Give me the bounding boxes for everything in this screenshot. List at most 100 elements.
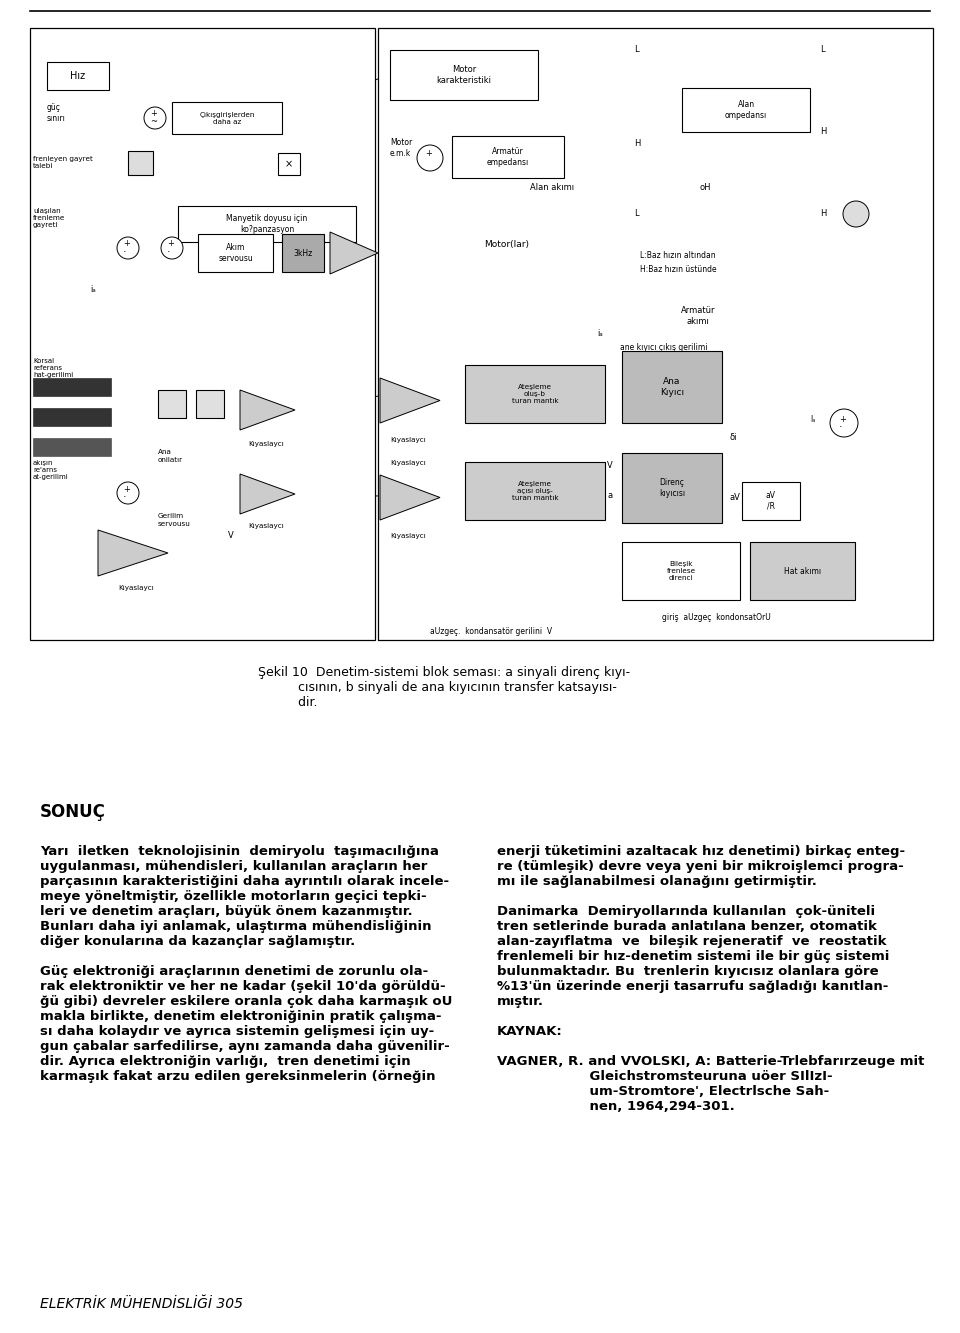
Text: Ana
Kıyıcı: Ana Kıyıcı <box>660 377 684 397</box>
Text: gun çabalar sarfedilirse, aynı zamanda daha güvenilir-: gun çabalar sarfedilirse, aynı zamanda d… <box>40 1040 449 1053</box>
Bar <box>282 235 324 272</box>
Text: Alan akımı: Alan akımı <box>530 184 574 192</box>
Text: ulaşılan
frenleme
gayreti: ulaşılan frenleme gayreti <box>33 208 65 228</box>
Text: V: V <box>607 460 612 469</box>
Text: +: + <box>167 240 174 248</box>
Text: δi: δi <box>730 433 737 443</box>
Text: meye yöneltmiştir, özellikle motorların geçici tepki-: meye yöneltmiştir, özellikle motorların … <box>40 890 426 902</box>
Text: ·: · <box>123 492 127 503</box>
Text: aV
/R: aV /R <box>766 492 776 511</box>
Polygon shape <box>240 391 295 431</box>
Bar <box>33 379 111 396</box>
Bar <box>278 153 300 175</box>
Bar <box>622 453 722 523</box>
Bar <box>465 463 605 520</box>
Text: Kıyaslaycı: Kıyaslaycı <box>390 533 425 539</box>
Text: Kıyaslaycı: Kıyaslaycı <box>118 585 154 591</box>
Text: Hat akımı: Hat akımı <box>784 567 821 576</box>
Text: Bunları daha iyi anlamak, ulaştırma mühendisliğinin: Bunları daha iyi anlamak, ulaştırma mühe… <box>40 920 431 933</box>
Text: Kıyaslaycı: Kıyaslaycı <box>390 460 425 467</box>
Text: Motor(lar): Motor(lar) <box>484 240 529 248</box>
Text: 3kHz: 3kHz <box>294 248 313 257</box>
Text: +: + <box>123 484 130 493</box>
Text: H: H <box>820 128 827 136</box>
Bar <box>682 88 810 132</box>
Text: Motor
e.m.k: Motor e.m.k <box>390 139 412 157</box>
Text: leri ve denetim araçları, büyük önem kazanmıştır.: leri ve denetim araçları, büyük önem kaz… <box>40 905 413 918</box>
Text: Akım
servousu: Akım servousu <box>218 244 252 263</box>
Text: Şekil 10  Denetim-sistemi blok seması: a sinyali direnç kıyı-
          cısının,: Şekil 10 Denetim-sistemi blok seması: a … <box>258 666 630 709</box>
Text: +: + <box>839 415 846 424</box>
Bar <box>128 151 153 175</box>
Text: +: + <box>150 109 156 119</box>
Text: H: H <box>820 209 827 219</box>
Text: L: L <box>820 45 825 55</box>
Polygon shape <box>380 475 440 520</box>
Text: karmaşık fakat arzu edilen gereksinmelerin (örneğin: karmaşık fakat arzu edilen gereksinmeler… <box>40 1070 436 1082</box>
Text: Direnç
kıyıcısı: Direnç kıyıcısı <box>659 479 685 497</box>
Text: L: L <box>634 209 638 219</box>
Text: frenleyen gayret
talebi: frenleyen gayret talebi <box>33 156 93 168</box>
Text: um-Stromtore', Electrlsche Sah-: um-Stromtore', Electrlsche Sah- <box>497 1085 829 1098</box>
Text: iₐ: iₐ <box>90 285 96 295</box>
Text: Bileşik
frenlese
direnci: Bileşik frenlese direnci <box>666 561 696 581</box>
Text: ·: · <box>839 423 843 432</box>
Text: Armatür
akımı: Armatür akımı <box>681 307 715 325</box>
Circle shape <box>117 237 139 259</box>
Text: V: V <box>228 531 233 540</box>
Text: aV: aV <box>730 493 741 503</box>
Text: Çıkışgirişlerden
daha az: Çıkışgirişlerden daha az <box>200 112 254 124</box>
Text: giriş  aUzgeç  kondonsatOrU: giriş aUzgeç kondonsatOrU <box>662 613 771 623</box>
Bar <box>196 391 224 419</box>
Circle shape <box>417 145 443 171</box>
Text: dir. Ayrıca elektroniğin varlığı,  tren denetimi için: dir. Ayrıca elektroniğin varlığı, tren d… <box>40 1054 411 1068</box>
Text: mı ile sağlanabilmesi olanağını getirmiştir.: mı ile sağlanabilmesi olanağını getirmiş… <box>497 874 817 888</box>
Text: Manyetik doyusu için
ko?panzasyon: Manyetik doyusu için ko?panzasyon <box>227 215 307 233</box>
Polygon shape <box>380 379 440 423</box>
Circle shape <box>161 237 183 259</box>
Bar <box>390 51 538 100</box>
Text: H: H <box>634 140 640 148</box>
Text: SONUÇ: SONUÇ <box>40 802 106 821</box>
Bar <box>158 391 186 419</box>
Text: ·: · <box>123 247 127 257</box>
Circle shape <box>830 409 858 437</box>
Circle shape <box>117 483 139 504</box>
Text: rak elektroniktir ve her ne kadar (şekil 10'da görüldü-: rak elektroniktir ve her ne kadar (şekil… <box>40 980 445 993</box>
Text: ğü gibi) devreler eskilere oranla çok daha karmaşık oU: ğü gibi) devreler eskilere oranla çok da… <box>40 994 452 1008</box>
Bar <box>178 207 356 243</box>
Bar <box>750 543 855 600</box>
Text: Yarı  iletken  teknolojisinin  demiryolu  taşımacılığına: Yarı iletken teknolojisinin demiryolu ta… <box>40 845 439 858</box>
Text: Alan
ompedansı: Alan ompedansı <box>725 100 767 120</box>
Text: ×: × <box>285 159 293 169</box>
Text: %13'ün üzerinde enerji tasarrufu sağladığı kanıtlan-: %13'ün üzerinde enerji tasarrufu sağladı… <box>497 980 888 993</box>
Bar <box>622 351 722 423</box>
Text: Hız: Hız <box>70 71 85 81</box>
Text: bulunmaktadır. Bu  trenlerin kıyıcısız olanlara göre: bulunmaktadır. Bu trenlerin kıyıcısız ol… <box>497 965 878 978</box>
Bar <box>172 103 282 135</box>
Text: +: + <box>425 149 432 159</box>
Text: akışın
re'arns
at-gerilimi: akışın re'arns at-gerilimi <box>33 460 69 480</box>
Polygon shape <box>330 232 378 275</box>
Text: iₐ: iₐ <box>597 328 603 337</box>
Polygon shape <box>240 475 295 515</box>
Bar <box>742 483 800 520</box>
Text: +: + <box>123 240 130 248</box>
Text: Armatür
empedansı: Armatür empedansı <box>487 148 529 167</box>
Text: Ateşleme
açısı oluş-
turan mantık: Ateşleme açısı oluş- turan mantık <box>512 481 559 501</box>
Text: tren setlerinde burada anlatılana benzer, otomatik: tren setlerinde burada anlatılana benzer… <box>497 920 876 933</box>
Text: Korsal
referans
hat-gerilimi: Korsal referans hat-gerilimi <box>33 359 73 379</box>
Polygon shape <box>98 531 168 576</box>
Text: L: L <box>634 45 638 55</box>
Text: Ana
onilatır: Ana onilatır <box>158 449 183 463</box>
Bar <box>47 63 109 91</box>
Text: frenlemeli bir hız-denetim sistemi ile bir güç sistemi: frenlemeli bir hız-denetim sistemi ile b… <box>497 950 889 962</box>
Text: Güç elektroniği araçlarının denetimi de zorunlu ola-: Güç elektroniği araçlarının denetimi de … <box>40 965 428 978</box>
Circle shape <box>843 201 869 227</box>
Text: a: a <box>608 491 613 500</box>
Text: Gleichstromsteuruna uöer SIlIzI-: Gleichstromsteuruna uöer SIlIzI- <box>497 1070 832 1082</box>
Bar <box>465 365 605 423</box>
Text: nen, 1964,294-301.: nen, 1964,294-301. <box>497 1100 734 1113</box>
Text: Kıyaslaycı: Kıyaslaycı <box>248 523 284 529</box>
Text: ane kıyıcı çıkış gerilimi: ane kıyıcı çıkış gerilimi <box>620 344 708 352</box>
